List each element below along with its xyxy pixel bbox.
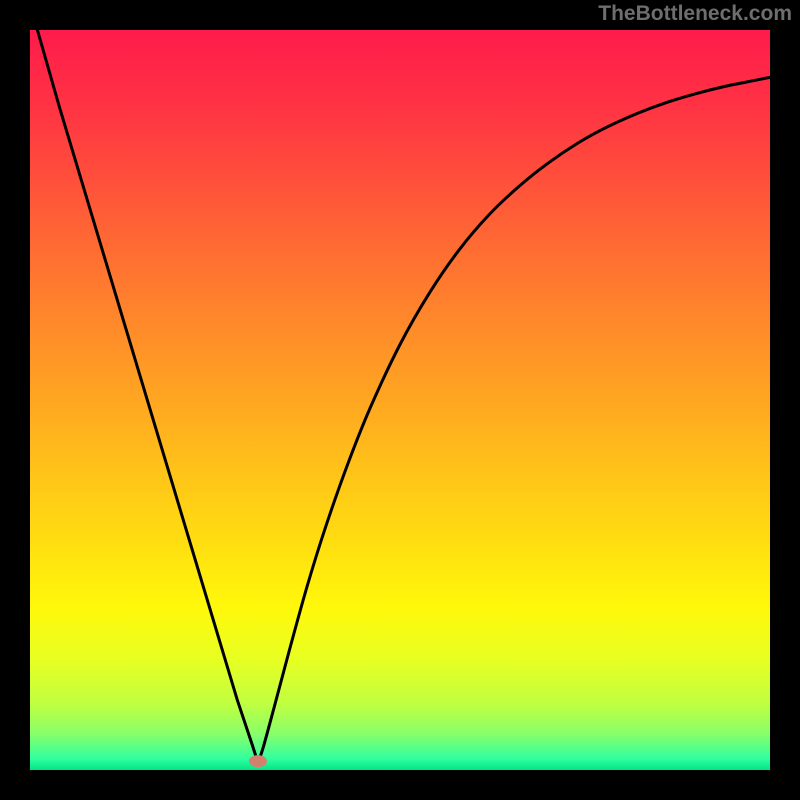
watermark-text: TheBottleneck.com <box>598 2 792 26</box>
plot-area <box>30 30 770 770</box>
minimum-marker <box>249 755 267 767</box>
gradient-background <box>30 30 770 770</box>
plot-svg <box>30 30 770 770</box>
